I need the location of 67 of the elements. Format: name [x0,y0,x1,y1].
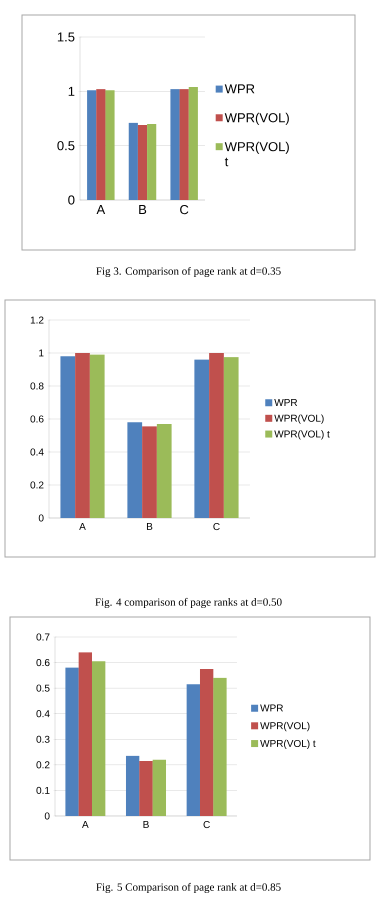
x-tick-label: C [204,821,210,828]
y-tick-label: 0.5 [36,684,50,692]
caption: Fig. 4 comparison of page ranks at d=0.50 [95,598,282,608]
y-tick-label: 0.4 [30,448,44,456]
y-tick-label: 0.8 [30,382,44,390]
y-tick-label: 0 [68,195,74,205]
bar [127,422,142,518]
bar [87,90,96,200]
y-tick-label: 0.5 [57,141,74,150]
x-tick-label: C [213,523,220,530]
legend-label: WPR(VOL) [224,112,289,125]
x-tick-label: A [96,205,106,214]
bar [139,761,153,816]
x-tick-label: A [82,821,89,828]
y-tick-label: 1.2 [30,316,44,324]
y-tick-label: 0 [44,812,50,820]
bar [60,356,76,518]
bar [170,89,180,200]
caption: Fig 3. Comparison of page rank at d=0.35 [96,266,281,278]
bar [224,357,239,518]
bar [138,125,148,200]
x-tick-label: B [139,205,146,214]
x-tick-label: B [143,821,149,828]
legend-label: WPR(VOL) t [260,740,316,749]
bar [65,668,79,816]
legend-label: WPR(VOL) [260,722,310,732]
y-tick-label: 0.3 [36,736,50,743]
bar [96,89,106,200]
y-tick-label: 0.1 [36,786,50,794]
x-tick-label: C [180,205,188,214]
legend-label: WPR [260,704,283,712]
legend-label: WPR [274,399,298,406]
bar [105,90,115,200]
x-tick-label: B [146,523,152,530]
y-tick-label: 0.4 [36,710,50,718]
bar [156,424,172,518]
bar [200,668,214,816]
x-tick-label: A [79,523,86,530]
y-tick-label: 0.6 [30,415,44,423]
bar [90,354,105,518]
bar [188,86,198,200]
legend-label: WPR(VOL) t [274,430,330,440]
bar [180,89,189,200]
y-tick-label: 0.7 [36,633,50,641]
bar [147,124,156,200]
bar [128,122,138,200]
bar [78,652,92,816]
bar [209,352,224,518]
legend-label: WPR(VOL) t [224,142,289,166]
y-tick-label: 1.5 [58,32,74,42]
bar [213,678,227,816]
bar [186,684,200,816]
bar [142,426,157,518]
y-tick-label: 1 [39,350,44,356]
legend-label: WPR(VOL) [274,414,324,424]
y-tick-label: 0 [38,514,44,522]
y-tick-label: 0.2 [36,761,50,768]
bar [126,756,140,816]
bar [75,352,90,518]
legend-label: WPR [224,84,254,94]
caption: Fig. 5 Comparison of page rank at d=0.85 [96,882,281,894]
y-tick-label: 0.6 [36,659,50,666]
y-tick-label: 0.2 [30,481,44,489]
bar [92,661,106,816]
y-tick-label: 1 [68,86,74,96]
bar [194,360,210,518]
bar [152,760,166,816]
